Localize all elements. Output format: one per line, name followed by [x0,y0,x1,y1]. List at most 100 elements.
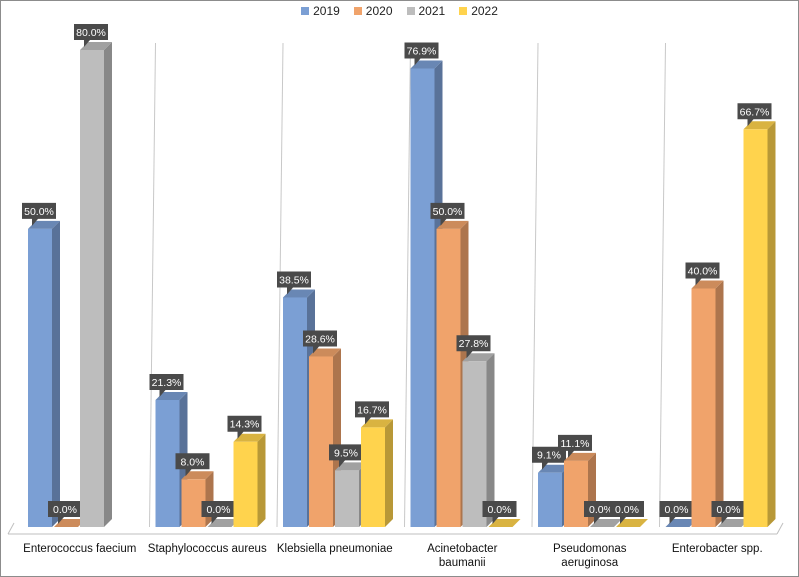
legend-label: 2021 [418,4,446,18]
data-label-box [584,501,618,524]
data-label-text: 0.0% [589,504,613,516]
data-label-2019-5: 0.0% [659,501,694,524]
bar-face [335,470,359,527]
data-label-2021-4: 0.0% [584,501,618,524]
bar-side [385,419,393,527]
data-label-text: 0.0% [665,504,689,516]
data-label-2019-2: 38.5% [277,271,311,295]
bar-face [361,427,385,527]
data-label-text: 14.3% [230,419,260,431]
legend-swatch [353,7,362,15]
data-label-text: 11.1% [561,438,590,450]
data-label-text: 28.6% [305,333,335,345]
category-label: Enterococcus faecium [23,543,136,555]
bar-2020-1 [181,471,214,527]
data-label-box [48,501,82,524]
data-label-box [482,501,517,524]
bar-2019-0 [28,220,60,527]
data-label-box [303,330,337,354]
bar-face [462,361,487,527]
data-label-2020-4: 11.1% [558,434,592,458]
data-label-box [355,401,389,425]
bar-2022-1 [233,433,266,527]
data-label-text: 0.0% [488,504,512,516]
data-label-2021-3: 27.8% [456,335,491,359]
bar-side [52,220,60,527]
bar-top [28,220,60,229]
bar-face [691,288,716,527]
data-label-2019-0: 50.0% [22,202,56,226]
bar-2022-5 [743,121,776,528]
bar-top [155,391,188,400]
bar-floor [717,519,750,527]
category-label: Acinetobacter [427,543,497,555]
legend-swatch [406,7,415,15]
bar-face [80,50,104,527]
data-label-box [404,42,439,66]
bar-top [564,452,596,461]
bar-floor [590,519,622,527]
data-label-box [685,262,720,286]
data-label-text: 0.0% [717,504,741,516]
bar-2019-5 [665,519,698,527]
bar-side [767,121,776,528]
bar-face [538,472,562,527]
data-label-2022-1: 14.3% [227,415,262,439]
data-label-2019-1: 21.3% [149,373,184,397]
bar-2021-1 [207,519,240,527]
data-label-box [149,373,184,397]
data-label-box [532,446,566,470]
data-label-text: 0.0% [207,504,231,516]
data-label-text: 8.0% [181,456,205,468]
data-label-box [659,501,694,524]
bar-face [233,441,258,527]
data-label-text: 0.0% [615,504,639,516]
data-label-2021-2: 9.5% [329,444,363,468]
chart-legend: 2019 2020 2021 2022 [0,4,799,18]
legend-item-2019: 2019 [301,4,340,18]
data-label-box [175,453,210,477]
data-label-2022-2: 16.7% [355,401,389,425]
bar-top [361,419,393,428]
data-label-2022-3: 0.0% [482,501,517,524]
bar-floor [616,519,648,527]
category-label: Klebsiella pneumoniae [277,543,393,555]
data-label-text: 21.3% [152,377,182,389]
data-label-box [430,202,465,226]
data-label-2019-3: 76.9% [404,42,439,66]
data-label-text: 9.5% [334,447,358,459]
bar-2020-0 [54,519,86,527]
bar-side [486,353,495,527]
bar-top [283,289,315,298]
data-label-text: 40.0% [688,266,718,278]
bar-top [335,462,367,471]
data-label-text: 38.5% [279,274,309,286]
data-label-text: 0.0% [53,504,77,516]
bar-top [436,220,469,229]
data-label-2020-5: 40.0% [685,262,720,286]
bar-side [257,433,266,527]
category-label: Pseudomonas [553,543,627,555]
data-label-2022-5: 66.7% [737,103,772,127]
legend-label: 2022 [471,4,498,18]
legend-swatch [301,7,310,15]
data-label-2020-3: 50.0% [430,202,465,226]
bar-2021-4 [590,519,622,527]
data-label-box [329,444,363,468]
category-separator [149,42,156,528]
legend-label: 2020 [365,4,393,18]
category-label: baumanii [439,557,486,569]
data-label-2021-1: 0.0% [201,501,236,524]
bar-floor [488,519,521,527]
bar-2021-3 [462,353,495,527]
legend-item-2020: 2020 [353,4,393,18]
bar-floor [665,519,698,527]
legend-swatch [459,7,468,15]
bar-2022-4 [616,519,648,527]
floor-edge-right [776,522,784,535]
data-label-2020-1: 8.0% [175,453,210,477]
bar-top [691,280,724,289]
data-label-text: 76.9% [407,45,437,57]
